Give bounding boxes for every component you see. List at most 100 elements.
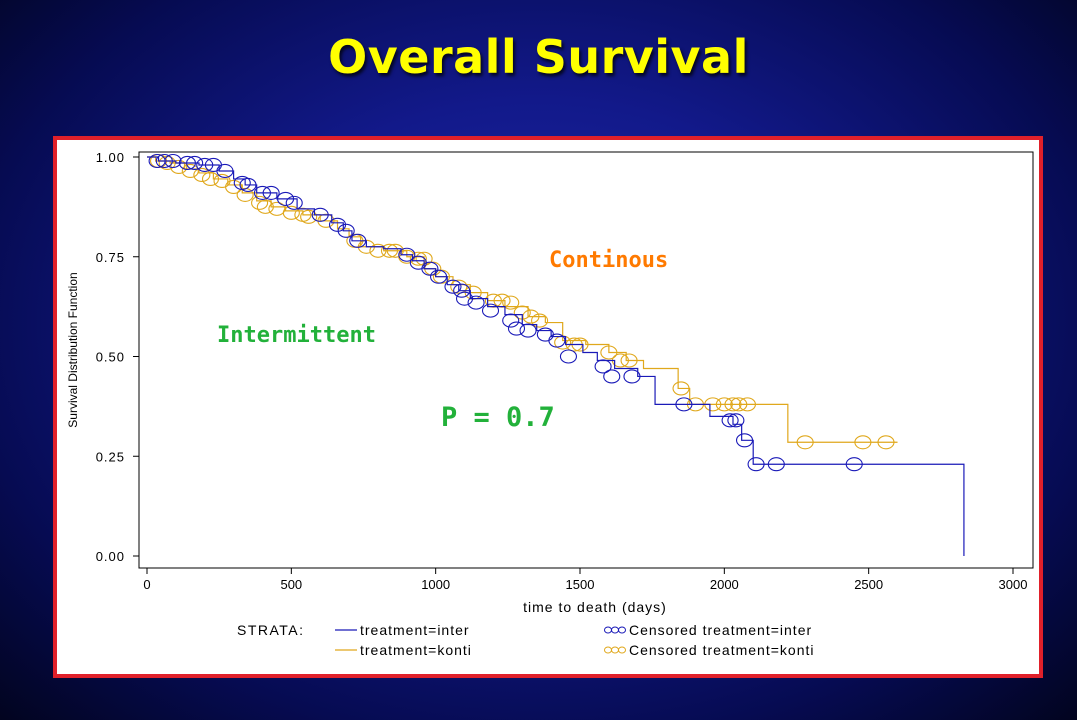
x-tick-label: 500 bbox=[280, 577, 302, 592]
censored-marker-inter bbox=[262, 185, 280, 200]
intermittent-label: Intermittent bbox=[217, 323, 376, 348]
y-tick-label: 0.00 bbox=[96, 549, 125, 564]
censored-marker-konti bbox=[450, 279, 468, 294]
legend-title: STRATA: bbox=[237, 622, 305, 638]
y-tick-label: 0.50 bbox=[96, 350, 125, 365]
x-axis: 0 500 1000 1500 2000 2500 3000 bbox=[143, 568, 1027, 592]
survival-chart: 0.00 0.25 0.50 0.75 1.00 0 500 1000 1500 2000 250… bbox=[66, 150, 1034, 658]
censored-marker-konti bbox=[522, 309, 540, 324]
censored-marker-konti bbox=[369, 243, 387, 258]
y-tick-label: 0.25 bbox=[96, 449, 125, 464]
censored-marker-inter bbox=[623, 369, 641, 384]
censored-marker-inter bbox=[502, 313, 520, 328]
censored-marker-konti bbox=[531, 313, 549, 328]
censored-marker-konti bbox=[600, 345, 618, 360]
censored-marker-konti bbox=[796, 435, 814, 450]
censored-marker-inter bbox=[349, 233, 367, 248]
censored-marker-inter bbox=[311, 207, 329, 222]
censored-marker-inter bbox=[455, 291, 474, 306]
censored-marker-konti bbox=[854, 435, 872, 450]
y-tick-label: 0.75 bbox=[96, 250, 125, 265]
plot-area bbox=[138, 151, 1034, 569]
legend-marker-censored-inter bbox=[604, 626, 626, 634]
censored-marker-inter bbox=[239, 177, 257, 192]
censored-marker-inter bbox=[727, 413, 745, 428]
censored-marker-konti bbox=[282, 205, 300, 220]
censored-marker-inter bbox=[216, 163, 234, 179]
censored-marker-konti bbox=[201, 171, 220, 186]
x-tick-label: 2500 bbox=[854, 577, 883, 592]
censored-marker-inter bbox=[559, 349, 578, 364]
censored-marker-konti bbox=[300, 209, 318, 224]
censored-marker-konti bbox=[715, 397, 733, 412]
censored-marker-inter bbox=[675, 397, 693, 412]
censored-marker-inter bbox=[603, 369, 621, 384]
legend: STRATA: treatment=inter Censored treatme… bbox=[237, 622, 814, 658]
censored-marker-konti bbox=[181, 163, 199, 179]
censored-marker-inter bbox=[507, 321, 526, 336]
censored-marker-konti bbox=[409, 251, 427, 266]
legend-item-inter: treatment=inter bbox=[360, 622, 470, 638]
legend-marker-censored-konti bbox=[604, 646, 626, 654]
censored-marker-inter bbox=[519, 323, 537, 338]
censored-marker-inter bbox=[277, 191, 295, 206]
censored-marker-inter bbox=[444, 279, 462, 294]
y-axis: 0.00 0.25 0.50 0.75 1.00 bbox=[96, 150, 139, 564]
censored-marker-konti bbox=[193, 167, 211, 183]
censored-marker-konti bbox=[877, 435, 895, 450]
censored-marker-inter bbox=[453, 283, 471, 298]
censored-marker-inter bbox=[735, 433, 754, 448]
legend-item-censored-konti: Censored treatment=konti bbox=[629, 642, 814, 658]
censored-marker-konti bbox=[730, 397, 748, 412]
censored-marker-konti bbox=[724, 397, 742, 412]
censored-marker-konti bbox=[380, 243, 399, 258]
censored-marker-inter bbox=[164, 153, 182, 169]
censored-marker-konti bbox=[620, 353, 638, 368]
censored-marker-inter bbox=[747, 457, 765, 472]
legend-censored-glyph bbox=[611, 646, 619, 654]
legend-censored-glyph bbox=[611, 626, 619, 634]
censored-marker-konti bbox=[236, 187, 254, 202]
x-tick-label: 1500 bbox=[566, 577, 595, 592]
censored-marker-inter bbox=[421, 261, 439, 276]
censored-marker-inter bbox=[186, 155, 204, 171]
x-tick-label: 3000 bbox=[999, 577, 1028, 592]
survival-curve-inter bbox=[147, 156, 965, 556]
p-value-label: P = 0.7 bbox=[441, 402, 555, 433]
censored-marker-inter bbox=[253, 185, 272, 200]
x-tick-label: 2000 bbox=[710, 577, 739, 592]
censored-marker-inter bbox=[721, 413, 739, 428]
censored-marker-konti bbox=[502, 295, 520, 310]
x-tick-label: 0 bbox=[143, 577, 150, 592]
censored-marker-inter bbox=[196, 157, 214, 173]
censored-marker-inter bbox=[155, 153, 173, 169]
censored-marker-inter bbox=[594, 359, 612, 374]
continous-label: Continous bbox=[549, 248, 668, 273]
censored-marker-inter bbox=[398, 247, 416, 262]
censored-marker-inter bbox=[285, 195, 303, 210]
censored-marker-inter bbox=[337, 223, 355, 238]
x-tick-label: 1000 bbox=[421, 577, 450, 592]
slide-title: Overall Survival bbox=[328, 30, 749, 84]
legend-censored-glyph bbox=[604, 626, 612, 634]
censored-marker-konti bbox=[251, 195, 269, 210]
censored-marker-inter bbox=[178, 155, 196, 171]
censored-marker-inter bbox=[548, 333, 566, 348]
censored-marker-inter bbox=[481, 303, 500, 318]
censored-marker-inter bbox=[767, 457, 785, 472]
censored-marker-inter bbox=[845, 457, 863, 472]
censored-marker-konti bbox=[738, 397, 756, 412]
figure-frame: 0.00 0.25 0.50 0.75 1.00 0 500 1000 1500 2000 250… bbox=[53, 136, 1043, 678]
y-tick-label: 1.00 bbox=[96, 150, 125, 165]
legend-censored-glyph bbox=[618, 646, 626, 654]
censored-marker-konti bbox=[225, 179, 243, 194]
legend-item-censored-inter: Censored treatment=inter bbox=[629, 622, 812, 638]
censored-marker-konti bbox=[672, 381, 690, 396]
censored-marker-inter bbox=[430, 269, 448, 284]
censored-marker-konti bbox=[256, 199, 274, 214]
x-axis-label: time to death (days) bbox=[523, 599, 667, 615]
survival-curve-konti bbox=[147, 156, 898, 443]
y-axis-label: Survival Distribution Function bbox=[66, 272, 80, 427]
censored-marker-inter bbox=[467, 295, 485, 310]
legend-censored-glyph bbox=[618, 626, 626, 634]
